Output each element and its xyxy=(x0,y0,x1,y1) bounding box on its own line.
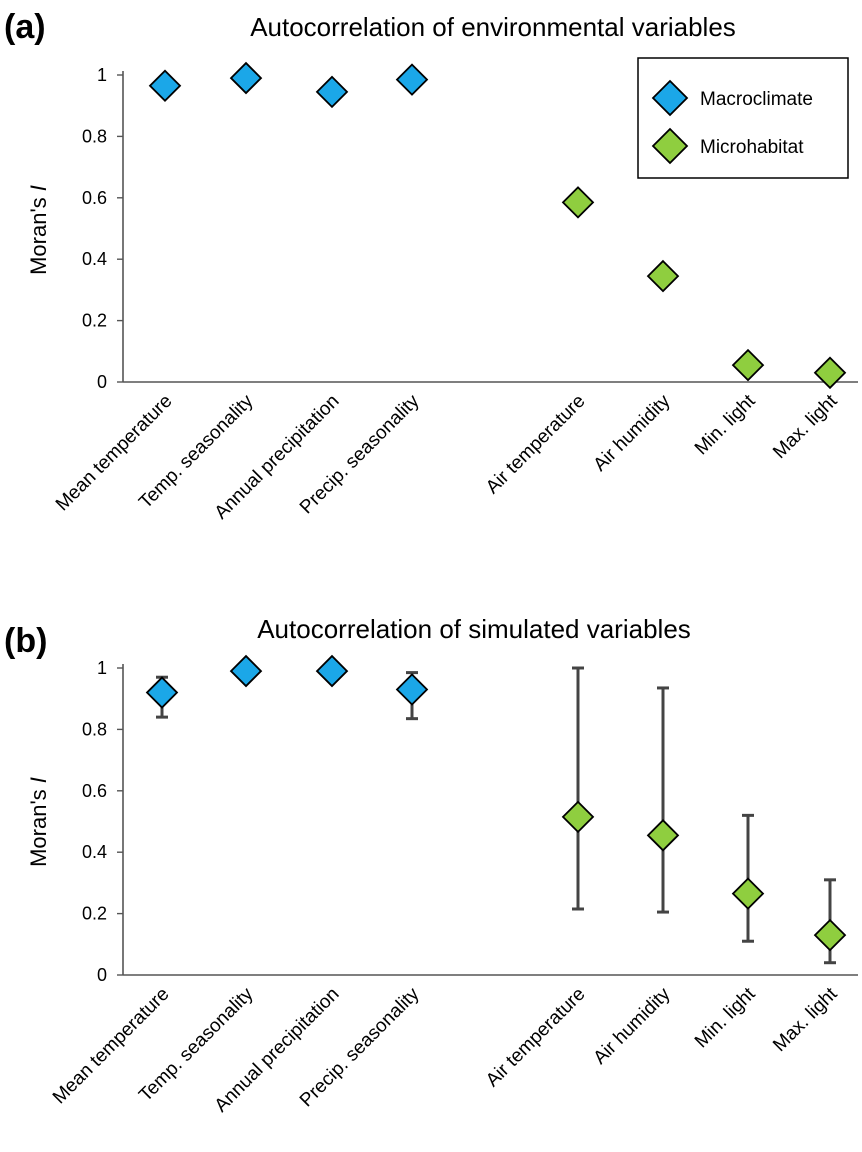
data-point-macroclimate xyxy=(229,654,263,688)
x-category-label: Min. light xyxy=(691,983,760,1052)
legend-label: Macroclimate xyxy=(700,89,813,110)
x-category-label: Max. light xyxy=(769,390,842,463)
y-tick-label: 0.4 xyxy=(82,842,107,862)
data-point-microhabitat xyxy=(731,877,765,910)
y-tick-label: 0.8 xyxy=(82,719,107,739)
panel-a: (a) Autocorrelation of environmental var… xyxy=(4,8,858,524)
y-tick-label: 1 xyxy=(97,65,107,85)
panel-a-y-ticks: 0 0.2 0.4 0.6 0.8 1 xyxy=(82,65,123,392)
legend-marker-microhabitat xyxy=(651,127,689,165)
y-tick-label: 0.2 xyxy=(82,904,107,924)
panel-b-label: (b) xyxy=(4,622,47,660)
data-point-macroclimate xyxy=(395,63,429,96)
data-point-microhabitat xyxy=(731,348,765,382)
y-tick-label: 0 xyxy=(97,372,107,392)
data-point-microhabitat xyxy=(646,819,680,852)
panel-b-y-axis-label: Moran's I xyxy=(26,777,51,867)
panel-a-markers xyxy=(148,61,847,390)
data-point-macroclimate xyxy=(148,69,182,103)
data-point-macroclimate xyxy=(229,61,263,95)
legend: Macroclimate Microhabitat xyxy=(637,57,849,179)
panel-a-title: Autocorrelation of environmental variabl… xyxy=(250,12,736,42)
y-tick-label: 1 xyxy=(97,658,107,678)
y-tick-label: 0.2 xyxy=(82,311,107,331)
legend-entries: Macroclimate Microhabitat xyxy=(651,79,813,165)
x-category-label: Air temperature xyxy=(482,391,589,498)
panel-a-y-axis-label: Moran's I xyxy=(26,185,51,275)
data-point-macroclimate xyxy=(145,676,179,709)
x-category-label: Air humidity xyxy=(590,390,675,475)
y-tick-label: 0.8 xyxy=(82,126,107,146)
panel-b-title: Autocorrelation of simulated variables xyxy=(257,614,691,644)
data-point-macroclimate xyxy=(395,673,429,706)
panel-b-axes xyxy=(122,664,858,976)
y-tick-label: 0.4 xyxy=(82,249,107,269)
panel-b-markers xyxy=(145,654,847,952)
y-tick-label: 0.6 xyxy=(82,188,107,208)
data-point-macroclimate xyxy=(315,654,349,688)
data-point-microhabitat xyxy=(561,186,595,219)
data-point-microhabitat xyxy=(646,259,680,293)
y-tick-label: 0.6 xyxy=(82,781,107,801)
legend-marker-macroclimate xyxy=(651,79,689,117)
panel-b-y-ticks: 0 0.2 0.4 0.6 0.8 1 xyxy=(82,658,123,985)
x-category-label: Max. light xyxy=(769,983,842,1056)
panel-b: (b) Autocorrelation of simulated variabl… xyxy=(4,614,858,1117)
x-category-label: Air humidity xyxy=(590,983,675,1068)
y-tick-label: 0 xyxy=(97,965,107,985)
panel-b-error-bars xyxy=(156,666,836,965)
panel-a-axes xyxy=(122,71,858,383)
x-category-label: Min. light xyxy=(691,390,760,459)
data-point-macroclimate xyxy=(315,75,349,109)
panel-a-label: (a) xyxy=(4,8,46,46)
legend-label: Microhabitat xyxy=(700,137,804,158)
data-point-microhabitat xyxy=(561,800,595,834)
data-point-microhabitat xyxy=(813,356,847,390)
x-category-label: Air temperature xyxy=(482,984,589,1091)
data-point-microhabitat xyxy=(813,918,847,952)
